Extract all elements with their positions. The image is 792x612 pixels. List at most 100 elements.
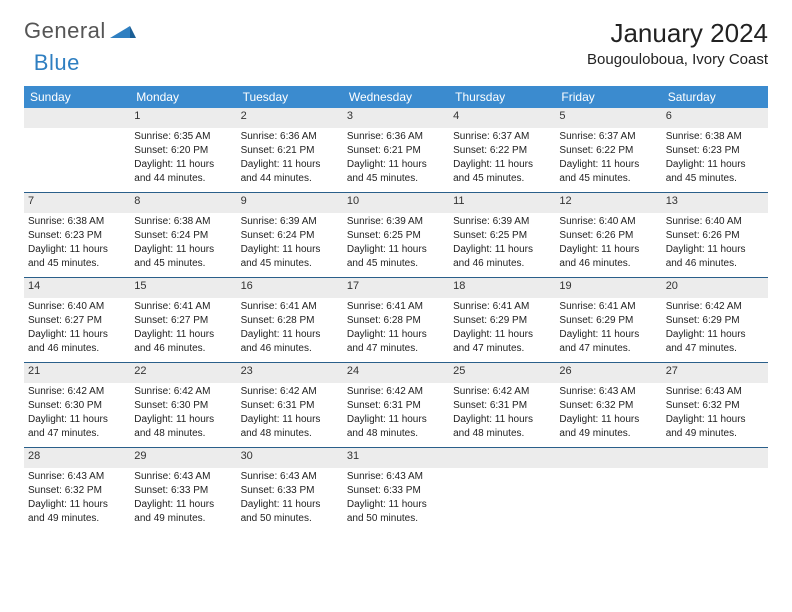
detail-line: Sunrise: 6:42 AM bbox=[666, 300, 764, 313]
detail-line: Daylight: 11 hours bbox=[28, 498, 126, 511]
detail-line: Daylight: 11 hours bbox=[241, 243, 339, 256]
day-number bbox=[24, 108, 130, 128]
detail-line: Sunset: 6:31 PM bbox=[453, 399, 551, 412]
detail-line: and 46 minutes. bbox=[666, 257, 764, 270]
detail-line: Sunrise: 6:41 AM bbox=[134, 300, 232, 313]
day-detail: Sunrise: 6:42 AMSunset: 6:31 PMDaylight:… bbox=[449, 383, 555, 448]
day-number: 1 bbox=[130, 108, 236, 128]
detail-line: Sunrise: 6:43 AM bbox=[666, 385, 764, 398]
day-detail: Sunrise: 6:38 AMSunset: 6:23 PMDaylight:… bbox=[662, 128, 768, 193]
detail-line: Daylight: 11 hours bbox=[241, 413, 339, 426]
detail-line: Sunrise: 6:41 AM bbox=[559, 300, 657, 313]
weekday-header: Friday bbox=[555, 86, 661, 108]
detail-line: Sunrise: 6:38 AM bbox=[134, 215, 232, 228]
weekday-header: Sunday bbox=[24, 86, 130, 108]
detail-line: Daylight: 11 hours bbox=[559, 158, 657, 171]
detail-line: Daylight: 11 hours bbox=[347, 243, 445, 256]
detail-row: Sunrise: 6:42 AMSunset: 6:30 PMDaylight:… bbox=[24, 383, 768, 448]
detail-line: Sunset: 6:32 PM bbox=[559, 399, 657, 412]
detail-line: Sunrise: 6:36 AM bbox=[241, 130, 339, 143]
day-number: 6 bbox=[662, 108, 768, 128]
detail-line: Sunrise: 6:39 AM bbox=[241, 215, 339, 228]
daynum-row: 28293031 bbox=[24, 448, 768, 468]
day-detail: Sunrise: 6:40 AMSunset: 6:27 PMDaylight:… bbox=[24, 298, 130, 363]
day-detail: Sunrise: 6:41 AMSunset: 6:28 PMDaylight:… bbox=[237, 298, 343, 363]
day-number: 3 bbox=[343, 108, 449, 128]
day-number: 19 bbox=[555, 278, 661, 298]
day-number bbox=[449, 448, 555, 468]
detail-line: Sunset: 6:32 PM bbox=[28, 484, 126, 497]
detail-line: and 50 minutes. bbox=[347, 512, 445, 525]
day-number: 24 bbox=[343, 363, 449, 383]
detail-line: Sunrise: 6:43 AM bbox=[559, 385, 657, 398]
detail-line: and 45 minutes. bbox=[453, 172, 551, 185]
detail-line: Sunset: 6:21 PM bbox=[347, 144, 445, 157]
detail-line: Sunrise: 6:40 AM bbox=[28, 300, 126, 313]
weekday-header: Thursday bbox=[449, 86, 555, 108]
daynum-row: 14151617181920 bbox=[24, 278, 768, 298]
calendar-page: General January 2024 Bougouloboua, Ivory… bbox=[0, 0, 792, 544]
detail-line: Sunset: 6:30 PM bbox=[28, 399, 126, 412]
detail-line: Sunset: 6:33 PM bbox=[241, 484, 339, 497]
weekday-row: SundayMondayTuesdayWednesdayThursdayFrid… bbox=[24, 86, 768, 108]
logo-icon bbox=[110, 18, 136, 44]
day-detail: Sunrise: 6:42 AMSunset: 6:29 PMDaylight:… bbox=[662, 298, 768, 363]
detail-line: Sunset: 6:23 PM bbox=[28, 229, 126, 242]
detail-line: Daylight: 11 hours bbox=[134, 243, 232, 256]
detail-line: Sunset: 6:25 PM bbox=[347, 229, 445, 242]
brand-logo: General bbox=[24, 18, 136, 44]
day-detail: Sunrise: 6:35 AMSunset: 6:20 PMDaylight:… bbox=[130, 128, 236, 193]
detail-line: Sunrise: 6:35 AM bbox=[134, 130, 232, 143]
detail-line: Sunrise: 6:39 AM bbox=[453, 215, 551, 228]
detail-line: Sunset: 6:28 PM bbox=[347, 314, 445, 327]
day-number: 4 bbox=[449, 108, 555, 128]
day-detail: Sunrise: 6:42 AMSunset: 6:31 PMDaylight:… bbox=[237, 383, 343, 448]
day-number bbox=[555, 448, 661, 468]
detail-line: Daylight: 11 hours bbox=[453, 328, 551, 341]
calendar-table: SundayMondayTuesdayWednesdayThursdayFrid… bbox=[24, 86, 768, 532]
day-number bbox=[662, 448, 768, 468]
detail-line: Sunset: 6:27 PM bbox=[28, 314, 126, 327]
day-detail: Sunrise: 6:41 AMSunset: 6:27 PMDaylight:… bbox=[130, 298, 236, 363]
detail-line: Sunrise: 6:43 AM bbox=[134, 470, 232, 483]
detail-line: and 45 minutes. bbox=[241, 257, 339, 270]
detail-line: Sunrise: 6:37 AM bbox=[453, 130, 551, 143]
detail-line: Daylight: 11 hours bbox=[134, 413, 232, 426]
detail-line: Sunset: 6:26 PM bbox=[666, 229, 764, 242]
day-number: 30 bbox=[237, 448, 343, 468]
detail-line: and 45 minutes. bbox=[347, 172, 445, 185]
detail-line: Sunrise: 6:41 AM bbox=[241, 300, 339, 313]
detail-line: Sunset: 6:24 PM bbox=[241, 229, 339, 242]
title-block: January 2024 Bougouloboua, Ivory Coast bbox=[587, 18, 768, 68]
day-number: 17 bbox=[343, 278, 449, 298]
detail-line: Daylight: 11 hours bbox=[666, 413, 764, 426]
detail-line: Sunrise: 6:43 AM bbox=[28, 470, 126, 483]
detail-line: and 46 minutes. bbox=[134, 342, 232, 355]
detail-line: Sunset: 6:29 PM bbox=[453, 314, 551, 327]
detail-line: Sunset: 6:22 PM bbox=[559, 144, 657, 157]
detail-line: Sunrise: 6:40 AM bbox=[666, 215, 764, 228]
day-number: 15 bbox=[130, 278, 236, 298]
weekday-header: Monday bbox=[130, 86, 236, 108]
day-detail: Sunrise: 6:39 AMSunset: 6:25 PMDaylight:… bbox=[449, 213, 555, 278]
detail-line: Sunrise: 6:43 AM bbox=[241, 470, 339, 483]
day-number: 10 bbox=[343, 193, 449, 213]
detail-line: and 44 minutes. bbox=[241, 172, 339, 185]
day-detail: Sunrise: 6:41 AMSunset: 6:29 PMDaylight:… bbox=[555, 298, 661, 363]
detail-line: Daylight: 11 hours bbox=[666, 243, 764, 256]
detail-line: Sunrise: 6:36 AM bbox=[347, 130, 445, 143]
detail-line: Daylight: 11 hours bbox=[347, 413, 445, 426]
day-detail: Sunrise: 6:43 AMSunset: 6:32 PMDaylight:… bbox=[555, 383, 661, 448]
detail-line: Sunset: 6:26 PM bbox=[559, 229, 657, 242]
detail-line: and 46 minutes. bbox=[28, 342, 126, 355]
detail-line: Daylight: 11 hours bbox=[28, 243, 126, 256]
day-detail: Sunrise: 6:39 AMSunset: 6:25 PMDaylight:… bbox=[343, 213, 449, 278]
detail-line: and 47 minutes. bbox=[559, 342, 657, 355]
day-detail bbox=[662, 468, 768, 532]
day-detail: Sunrise: 6:37 AMSunset: 6:22 PMDaylight:… bbox=[449, 128, 555, 193]
day-detail: Sunrise: 6:37 AMSunset: 6:22 PMDaylight:… bbox=[555, 128, 661, 193]
day-detail: Sunrise: 6:40 AMSunset: 6:26 PMDaylight:… bbox=[662, 213, 768, 278]
detail-line: Daylight: 11 hours bbox=[559, 243, 657, 256]
detail-line: Sunrise: 6:37 AM bbox=[559, 130, 657, 143]
day-detail: Sunrise: 6:43 AMSunset: 6:33 PMDaylight:… bbox=[237, 468, 343, 532]
